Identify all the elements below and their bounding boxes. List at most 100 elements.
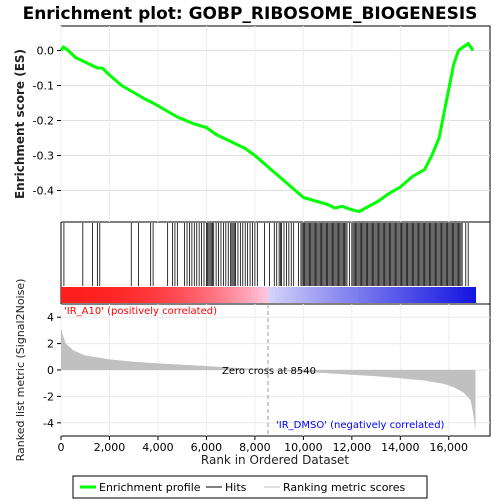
- es-y-tick-label: -0.1: [33, 80, 54, 93]
- colorbar-segment: [451, 287, 456, 303]
- colorbar-segment: [219, 287, 224, 303]
- colorbar-segment: [326, 287, 331, 303]
- colorbar-segment: [358, 287, 363, 303]
- x-tick-label: 8,000: [239, 441, 271, 454]
- colorbar-segment: [378, 287, 383, 303]
- colorbar-segment: [112, 287, 117, 303]
- colorbar-segment: [344, 287, 349, 303]
- x-tick-label: 6,000: [191, 441, 223, 454]
- colorbar-segment: [271, 287, 276, 303]
- x-tick-label: 0: [58, 441, 65, 454]
- negative-correlation-label: 'IR_DMSO' (negatively correlated): [276, 420, 445, 431]
- es-panel-frame: [60, 25, 491, 223]
- colorbar-segment: [472, 287, 477, 303]
- colorbar-segment: [81, 287, 86, 303]
- colorbar-segment: [244, 287, 249, 303]
- colorbar-segment: [295, 287, 300, 303]
- colorbar-segment: [150, 287, 155, 303]
- colorbar-segment: [140, 287, 145, 303]
- chart-title: Enrichment plot: GOBP_RIBOSOME_BIOGENESI…: [23, 4, 478, 24]
- metric-y-tick-label: -4: [43, 417, 54, 430]
- colorbar-segment: [430, 287, 435, 303]
- colorbar-segment: [320, 287, 325, 303]
- colorbar-segment: [406, 287, 411, 303]
- colorbar-segment: [347, 287, 352, 303]
- legend-label-ranking: Ranking metric scores: [283, 481, 405, 494]
- colorbar-segment: [195, 287, 200, 303]
- colorbar-segment: [240, 287, 245, 303]
- colorbar-segment: [192, 287, 197, 303]
- colorbar-segment: [402, 287, 407, 303]
- es-y-tick-label: 0.0: [37, 45, 55, 58]
- colorbar-segment: [105, 287, 110, 303]
- colorbar-segment: [396, 287, 401, 303]
- colorbar-segment: [126, 287, 131, 303]
- colorbar-segment: [375, 287, 380, 303]
- colorbar-segment: [174, 287, 180, 303]
- colorbar-segment: [202, 287, 207, 303]
- colorbar-segment: [285, 287, 290, 303]
- colorbar-segment: [340, 287, 345, 303]
- colorbar-segment: [333, 287, 338, 303]
- colorbar-segment: [233, 287, 238, 303]
- colorbar-segment: [306, 287, 311, 303]
- x-tick-label: 10,000: [284, 441, 323, 454]
- es-grid: [60, 26, 490, 222]
- colorbar-segment: [458, 287, 463, 303]
- colorbar-segment: [261, 287, 266, 303]
- zero-cross-label: Zero cross at 8540: [222, 366, 316, 377]
- colorbar-segment: [354, 287, 359, 303]
- colorbar-segment: [275, 287, 280, 303]
- colorbar-segment: [309, 287, 314, 303]
- metric-y-tick-label: 0: [47, 364, 54, 377]
- colorbar-segment: [116, 287, 121, 303]
- colorbar-segment: [78, 287, 83, 303]
- colorbar-segment: [427, 287, 432, 303]
- colorbar-segment: [302, 287, 307, 303]
- x-axis-label: Rank in Ordered Dataset: [201, 453, 349, 467]
- colorbar-segment: [178, 287, 183, 303]
- colorbar-segment: [206, 287, 211, 303]
- colorbar-segment: [288, 287, 294, 303]
- colorbar-segment: [230, 287, 235, 303]
- enrichment-profile-line: [59, 42, 475, 213]
- positive-correlation-label: 'IR_A10' (positively correlated): [64, 306, 217, 317]
- colorbar-segment: [181, 287, 186, 303]
- colorbar-segment: [434, 287, 439, 303]
- metric-y-axis-label: Ranked list metric (Signal2Noise): [14, 279, 27, 462]
- x-tick-label: 14,000: [381, 441, 420, 454]
- colorbar-segment: [268, 287, 273, 303]
- x-tick-label: 12,000: [333, 441, 372, 454]
- rank-x-axis: 0 2,000 4,000 6,000 8,000 10,000 12,000 14,000 1…: [58, 436, 468, 454]
- colorbar-segment: [282, 287, 287, 303]
- colorbar-segment: [161, 287, 166, 303]
- metric-y-axis: 4 2 0 -2 -4: [43, 311, 61, 430]
- es-y-axis: 0.0 -0.1 -0.2 -0.3 -0.4: [33, 45, 61, 198]
- colorbar-segment: [364, 287, 369, 303]
- es-y-axis-label: Enrichment score (ES): [13, 49, 27, 199]
- colorbar-segment: [67, 287, 72, 303]
- x-tick-label: 2,000: [94, 441, 126, 454]
- x-tick-label: 4,000: [142, 441, 174, 454]
- colorbar-segment: [130, 287, 135, 303]
- colorbar-segment: [468, 287, 473, 303]
- colorbar-segment: [109, 287, 114, 303]
- hits-layer: [63, 223, 469, 286]
- colorbar-segment: [409, 287, 414, 303]
- colorbar-segment: [157, 287, 162, 303]
- colorbar-segment: [143, 287, 148, 303]
- rank-colorbar: [61, 287, 477, 303]
- colorbar-segment: [171, 287, 176, 303]
- colorbar-segment: [437, 287, 442, 303]
- colorbar-segment: [361, 287, 366, 303]
- colorbar-segment: [420, 287, 425, 303]
- colorbar-segment: [323, 287, 328, 303]
- colorbar-segment: [119, 287, 124, 303]
- colorbar-segment: [461, 287, 466, 303]
- colorbar-segment: [389, 287, 394, 303]
- legend-box: [72, 475, 428, 499]
- colorbar-segment: [154, 287, 159, 303]
- colorbar-segment: [257, 287, 262, 303]
